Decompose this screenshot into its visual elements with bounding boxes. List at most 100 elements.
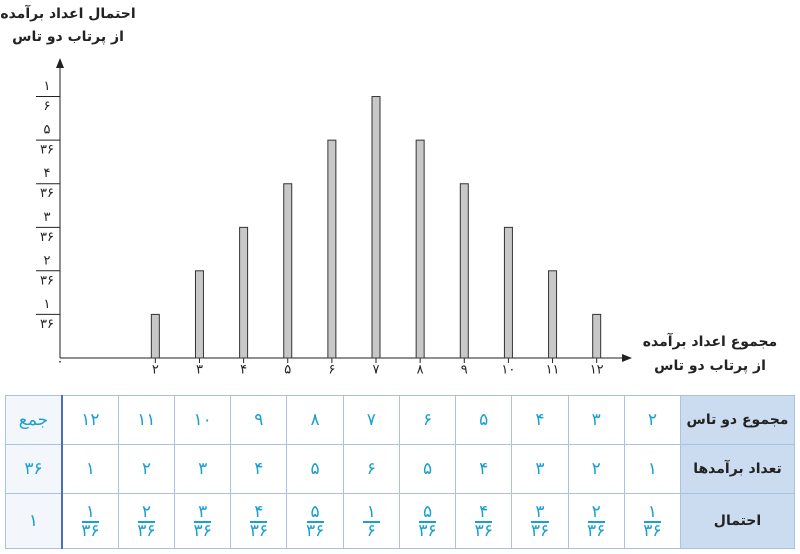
y-tick-label: ۱ xyxy=(44,79,51,94)
bar xyxy=(327,139,337,359)
numerator: ۲ xyxy=(137,504,155,523)
bar xyxy=(150,313,160,359)
table-cell: ۳ xyxy=(511,444,569,494)
bar xyxy=(194,270,204,359)
y-tick-label: ۴ xyxy=(44,166,51,181)
denominator: ۶ xyxy=(366,521,376,541)
table-cell: ۱۲ xyxy=(61,395,119,445)
table-cell: ۲ xyxy=(623,395,682,445)
table-row: تعداد برآمدها ۱ ۲ ۳ ۴ ۵ ۶ ۵ ۴ ۳ ۲ ۱ ۳۶ xyxy=(5,444,795,494)
denominator: ۳۶ xyxy=(474,521,493,541)
table-cell: ۵ xyxy=(455,395,513,445)
table-cell: ۱۱ xyxy=(117,395,176,445)
table-cell: ۴ xyxy=(511,395,569,445)
table-row: احتمال ۱ ۳۶ ۲ ۳۶ ۳ ۳۶ ۴ ۳۶ ۵ ۳۶ ۱ ۶ ۵ ۳۶ ۴ ۳۶ ۳ ۳۶ ۲ ۳۶ ۱ ۳۶ ۱ xyxy=(5,493,795,549)
x-tick-label: ۲ xyxy=(152,363,159,378)
numerator: ۴ xyxy=(475,504,493,523)
bar xyxy=(459,183,469,359)
denominator: ۳۶ xyxy=(305,521,325,541)
y-tick-label: ۲ xyxy=(44,253,51,268)
table-cell: ۴ xyxy=(455,444,513,494)
y-axis-label: احتمال اعداد برآمده xyxy=(0,4,135,22)
y-tick-label: ۳۶ xyxy=(40,317,54,332)
x-axis-label: از پرتاب دو تاس xyxy=(654,358,766,374)
bar xyxy=(371,96,381,359)
y-arrow xyxy=(56,58,64,68)
table-cell: ۵ xyxy=(286,444,344,494)
table-cell: ۷ xyxy=(342,395,400,445)
numerator: ۵ xyxy=(418,504,437,523)
fraction: ۱ ۳۶ xyxy=(81,504,99,540)
table-cell: ۲ ۳۶ xyxy=(117,493,176,549)
x-tick-label: ۶ xyxy=(328,363,335,378)
denominator: ۳۶ xyxy=(530,521,550,541)
row-header: تعداد برآمدها xyxy=(680,444,795,494)
table-cell: ۳ xyxy=(567,395,625,445)
table-cell: ۳ ۳۶ xyxy=(174,493,232,549)
table-cell: ۲ ۳۶ xyxy=(567,493,625,549)
denominator: ۳۶ xyxy=(249,521,268,541)
table-cell: ۵ ۳۶ xyxy=(398,493,457,549)
numerator: ۱ xyxy=(81,504,99,523)
bar xyxy=(548,270,558,359)
table-cell: ۲ xyxy=(117,444,176,494)
bar xyxy=(592,313,602,359)
table-cell: ۴ ۳۶ xyxy=(455,493,513,549)
x-tick-label: ۷ xyxy=(373,363,380,378)
y-tick-label: ۶ xyxy=(44,99,51,114)
table-cell: ۹ xyxy=(230,395,288,445)
table-cell: ۶ xyxy=(398,395,457,445)
x-tick-label: ۹ xyxy=(461,363,468,378)
table-cell: ۴ ۳۶ xyxy=(230,493,288,549)
denominator: ۳۶ xyxy=(193,521,212,541)
table: مجموع دو تاس ۲ ۳ ۴ ۵ ۶ ۷ ۸ ۹ ۱۰ ۱۱ ۱۲ جمع تعداد برآمد… xyxy=(5,395,795,549)
numerator: ۳ xyxy=(531,504,549,523)
table-cell: ۱ xyxy=(5,493,63,549)
denominator: ۳۶ xyxy=(643,521,662,541)
fraction: ۴ ۳۶ xyxy=(250,504,268,540)
y-axis-label: از پرتاب دو تاس xyxy=(12,29,124,45)
row-header: مجموع دو تاس xyxy=(680,395,795,445)
fraction: ۲ ۳۶ xyxy=(587,504,605,540)
fraction: ۴ ۳۶ xyxy=(475,504,493,540)
x-tick-label: ۱۰ xyxy=(501,363,515,378)
bar xyxy=(283,183,293,359)
x-tick-label: ۵ xyxy=(284,363,291,378)
fraction: ۱ ۳۶ xyxy=(643,504,661,540)
table-row: مجموع دو تاس ۲ ۳ ۴ ۵ ۶ ۷ ۸ ۹ ۱۰ ۱۱ ۱۲ جمع xyxy=(5,395,795,445)
bar xyxy=(503,226,513,359)
table-cell: ۲ xyxy=(567,444,625,494)
numerator: ۱ xyxy=(362,504,380,523)
table-cell: جمع xyxy=(5,395,63,445)
fraction: ۵ ۳۶ xyxy=(418,504,436,540)
denominator: ۳۶ xyxy=(81,521,100,541)
numerator: ۳ xyxy=(194,504,212,523)
y-tick-label: ۵ xyxy=(44,123,51,138)
x-tick-label: ۸ xyxy=(417,363,424,378)
table-cell: ۵ xyxy=(398,444,457,494)
table-cell: ۱ ۳۶ xyxy=(61,493,119,549)
y-tick-label: ۳۶ xyxy=(40,273,54,288)
fraction: ۵ ۳۶ xyxy=(306,504,324,540)
chart: احتمال اعداد برآمده از پرتاب دو تاس مجمو… xyxy=(0,4,777,378)
table-cell: ۸ xyxy=(286,395,344,445)
numerator: ۱ xyxy=(643,504,661,523)
x-arrow xyxy=(622,354,632,362)
fraction: ۳ ۳۶ xyxy=(531,504,549,540)
denominator: ۳۶ xyxy=(587,521,606,541)
denominator: ۳۶ xyxy=(418,521,437,541)
y-tick-label: ۳۶ xyxy=(40,230,54,245)
y-tick-label: ۱ xyxy=(44,297,51,312)
table-cell: ۳۶ xyxy=(5,444,63,494)
table-cell: ۳ xyxy=(174,444,232,494)
denominator: ۳۶ xyxy=(137,521,156,541)
fraction: ۳ ۳۶ xyxy=(194,504,212,540)
numerator: ۲ xyxy=(587,504,605,523)
table-cell: ۵ ۳۶ xyxy=(286,493,344,549)
table-cell: ۱ xyxy=(61,444,119,494)
x-tick-label: ۱۲ xyxy=(590,363,604,378)
bar xyxy=(415,139,425,359)
x-axis-label: مجموع اعداد برآمده xyxy=(643,332,777,350)
